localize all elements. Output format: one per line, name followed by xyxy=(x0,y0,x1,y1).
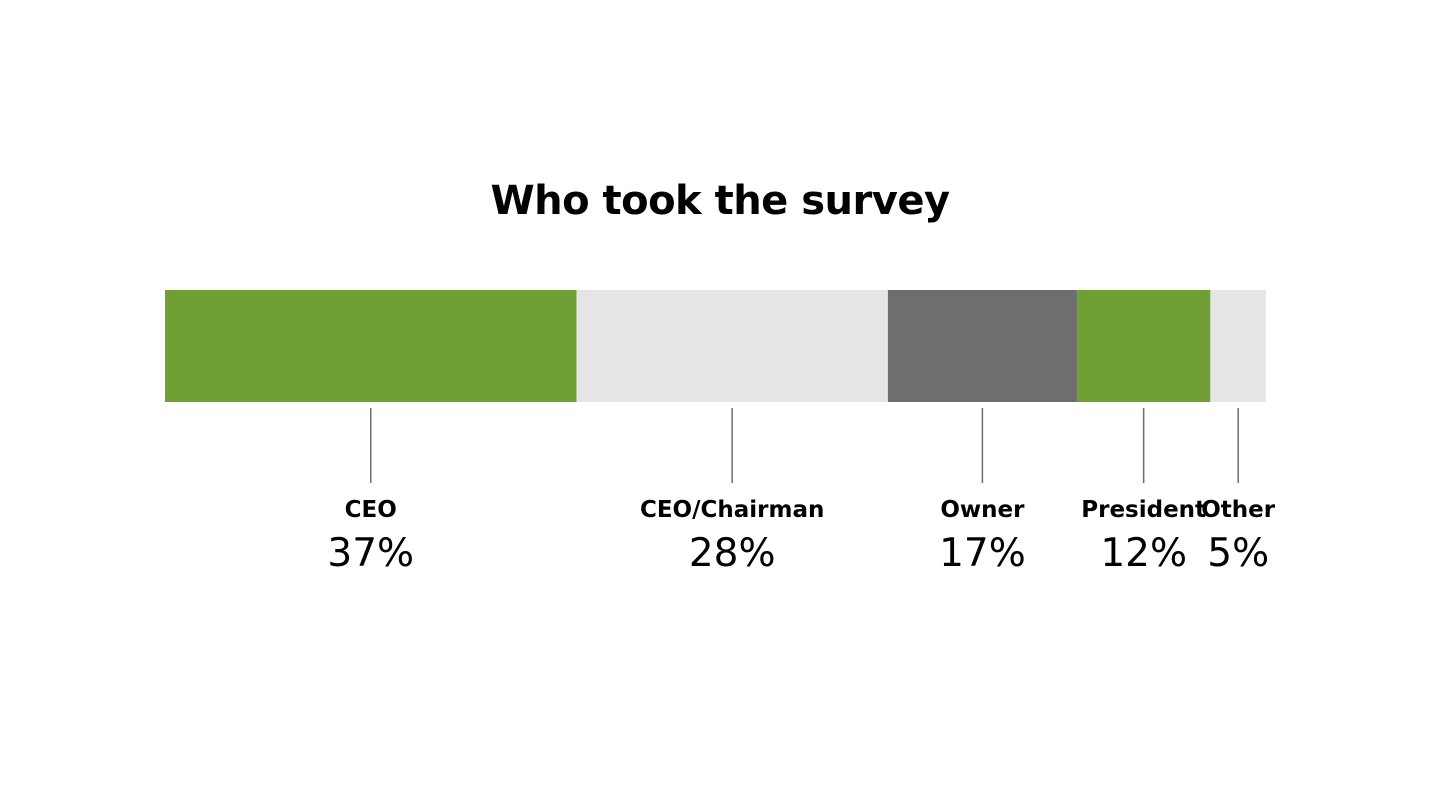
value-label-owner: 17% xyxy=(939,531,1026,576)
value-label-ceo-chairman: 28% xyxy=(689,531,776,576)
bar-segment-president xyxy=(1076,290,1211,402)
category-label-ceo-chairman: CEO/Chairman xyxy=(640,497,824,523)
bar-segment-owner xyxy=(887,290,1077,402)
category-label-ceo: CEO xyxy=(345,497,397,523)
category-label-owner: Owner xyxy=(940,497,1025,523)
value-label-ceo: 37% xyxy=(327,531,414,576)
bar-segment-ceo xyxy=(165,290,577,402)
bar-segment-other xyxy=(1210,290,1266,402)
value-label-other: 5% xyxy=(1207,531,1269,576)
bar-segment-ceo-chairman xyxy=(576,290,888,402)
value-label-president: 12% xyxy=(1100,531,1187,576)
chart-title: Who took the survey xyxy=(490,178,950,224)
category-label-president: President xyxy=(1081,497,1206,523)
category-label-other: Other xyxy=(1201,497,1276,523)
